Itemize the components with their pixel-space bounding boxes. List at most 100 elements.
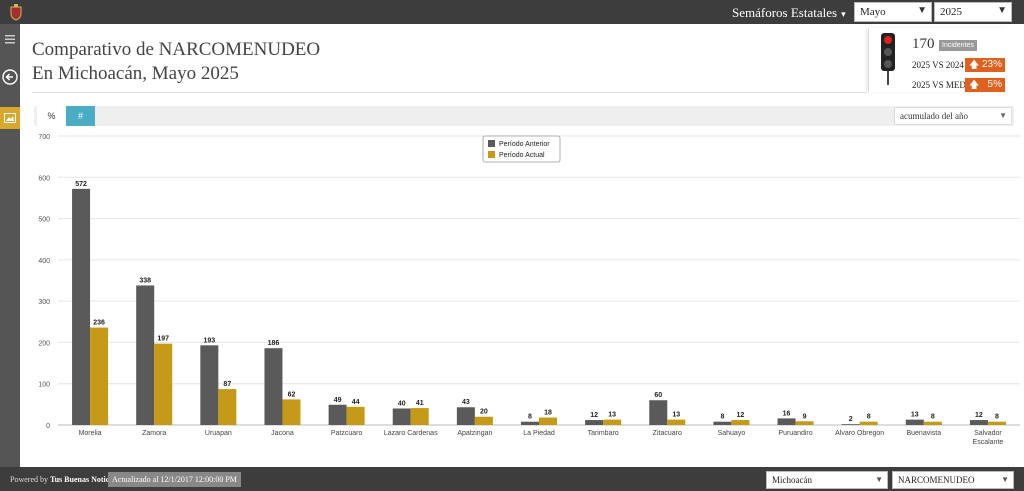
x-tick-label: Escalante <box>973 439 1004 446</box>
bar-anterior <box>841 424 860 425</box>
legend-swatch <box>488 140 495 147</box>
incidents-count: 170 <box>912 36 935 52</box>
bar-actual <box>90 327 109 425</box>
bar-actual <box>218 389 237 425</box>
powered-brand-link[interactable]: Tus Buenas Noticias <box>50 475 119 484</box>
year-select-value: 2025 <box>940 6 962 18</box>
footer-bar: Powered by Tus Buenas Noticias Actualiza… <box>0 467 1024 491</box>
bar-anterior <box>905 419 924 425</box>
powered-prefix: Powered by <box>10 475 48 484</box>
data-label: 20 <box>480 409 488 416</box>
y-tick-label: 700 <box>38 134 50 141</box>
bar-actual <box>539 417 557 425</box>
image-chart-icon <box>4 113 16 123</box>
data-label: 13 <box>608 412 616 419</box>
updated-badge: Actualizado al 12/1/2017 12:00:00 PM <box>108 472 241 487</box>
sidebar <box>0 24 20 467</box>
x-tick-label: Uruapan <box>205 430 232 437</box>
x-tick-label: Alvaro Obregon <box>835 430 884 437</box>
data-label: 193 <box>203 337 215 344</box>
hamburger-icon <box>5 35 15 44</box>
month-select[interactable]: Mayo ▼ <box>854 2 932 22</box>
chart-view-button[interactable] <box>0 107 20 129</box>
bar-anterior <box>136 285 155 425</box>
traffic-light-pole <box>887 71 889 85</box>
y-tick-label: 100 <box>38 382 50 389</box>
x-tick-label: La Piedad <box>523 430 555 437</box>
y-tick-label: 400 <box>38 258 50 265</box>
title-line-2: En Michoacán, Mayo 2025 <box>32 63 239 84</box>
data-label: 44 <box>352 399 360 406</box>
chevron-down-icon: ▼ <box>875 475 883 484</box>
data-label: 8 <box>931 414 935 421</box>
period-select[interactable]: acumulado del año ▼ <box>894 107 1012 125</box>
year-select[interactable]: 2025 ▼ <box>934 2 1012 22</box>
data-label: 572 <box>75 181 87 188</box>
bar-actual <box>987 421 1006 425</box>
cmp-media-value: 🡅 5% <box>965 78 1005 92</box>
chart-toolbar: % # acumulado del año ▼ <box>34 106 1014 126</box>
crime-select-value: NARCOMENUDEO <box>898 475 975 485</box>
bar-anterior <box>585 420 604 425</box>
x-tick-label: Puruandiro <box>778 430 812 437</box>
data-label: 12 <box>975 412 983 419</box>
crime-select[interactable]: NARCOMENUDEO ▼ <box>892 471 1014 489</box>
data-label: 16 <box>783 410 791 417</box>
semaforos-estatales-menu[interactable]: Semáforos Estatales ▾ <box>732 5 846 21</box>
data-label: 8 <box>528 414 532 421</box>
x-tick-label: Zitacuaro <box>653 430 682 437</box>
x-tick-label: Jacona <box>271 430 294 437</box>
data-label: 8 <box>720 414 724 421</box>
arrow-up-icon: 🡅 <box>969 60 980 71</box>
tab-number[interactable]: # <box>66 106 95 126</box>
x-tick-label: Morelia <box>79 430 102 437</box>
y-tick-label: 0 <box>46 423 50 430</box>
page-header: Comparativo de NARCOMENUDEO En Michoacán… <box>20 24 1024 104</box>
x-tick-label: Salvador <box>974 430 1002 437</box>
month-select-value: Mayo <box>860 6 886 18</box>
data-label: 8 <box>995 414 999 421</box>
y-tick-label: 300 <box>38 299 50 306</box>
bar-anterior <box>521 421 539 425</box>
top-bar: Semáforos Estatales ▾ Mayo ▼ 2025 ▼ <box>0 0 1024 24</box>
legend-swatch <box>488 151 495 158</box>
logo-icon <box>10 4 22 21</box>
legend-entry: Período Anterior <box>499 141 550 148</box>
semaforos-menu-label: Semáforos Estatales <box>732 5 838 20</box>
cmp-media-percent: 5% <box>987 79 1002 90</box>
bar-actual <box>346 406 365 425</box>
cmp-2024-value: 🡅 23% <box>965 58 1005 72</box>
bar-actual <box>410 408 429 425</box>
tab-percent[interactable]: % <box>37 106 66 126</box>
legend-entry: Período Actual <box>499 152 545 159</box>
chevron-down-icon: ▼ <box>917 5 927 16</box>
semaforo-summary: 170 Incidentes 2025 VS 2024 🡅 23% 2025 VS… <box>868 28 1008 92</box>
bar-actual <box>603 419 622 425</box>
title-line-1: Comparativo de NARCOMENUDEO <box>32 39 321 60</box>
incidents-badge: Incidentes <box>939 40 977 51</box>
data-label: 62 <box>288 391 296 398</box>
legend-box <box>482 135 561 163</box>
back-button[interactable] <box>0 66 20 88</box>
bar-anterior <box>649 400 668 425</box>
state-select[interactable]: Michoacán ▼ <box>766 471 888 489</box>
y-tick-label: 500 <box>38 217 50 224</box>
bar-anterior <box>969 420 988 425</box>
menu-button[interactable] <box>0 28 20 50</box>
y-tick-label: 200 <box>38 340 50 347</box>
cmp-2024-percent: 23% <box>981 59 1002 70</box>
x-tick-label: Lazaro Cardenas <box>384 430 438 437</box>
data-label: 49 <box>334 397 342 404</box>
bar-chart: 0 100 200 300 400 500 600 700 572 236 Morelia 338 19… <box>38 134 1020 446</box>
data-label: 338 <box>139 277 151 284</box>
data-label: 41 <box>416 400 424 407</box>
bar-actual <box>859 421 878 425</box>
chevron-down-icon: ▾ <box>841 9 846 19</box>
data-label: 13 <box>911 412 919 419</box>
data-label: 87 <box>223 381 231 388</box>
bar-actual <box>923 421 942 425</box>
chevron-down-icon: ▼ <box>999 111 1007 120</box>
divider <box>32 92 867 93</box>
chevron-down-icon: ▼ <box>1001 475 1009 484</box>
arrow-left-circle-icon <box>2 69 18 85</box>
